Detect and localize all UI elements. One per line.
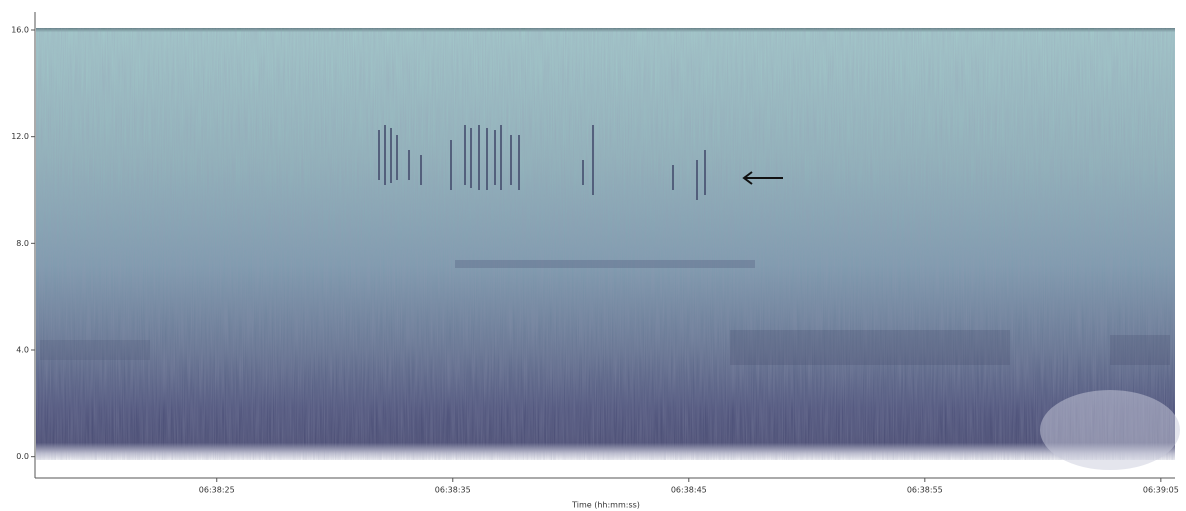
x-tick-label: 06:38:45 xyxy=(671,486,707,495)
x-tick-label: 06:38:55 xyxy=(907,486,943,495)
x-tick-label: 06:38:25 xyxy=(199,486,235,495)
x-axis-label: Time (hh:mm:ss) xyxy=(571,501,640,510)
y-tick-label: 0.0 xyxy=(16,452,29,461)
x-tick-label: 06:39:05 xyxy=(1143,486,1179,495)
x-tick-label: 06:38:35 xyxy=(435,486,471,495)
spectrogram-image xyxy=(36,28,1180,470)
y-tick-label: 4.0 xyxy=(16,346,29,355)
y-tick-label: 16.0 xyxy=(11,26,29,35)
y-tick-label: 12.0 xyxy=(11,132,29,141)
annotation-arrow xyxy=(742,171,783,185)
y-tick-label: 8.0 xyxy=(16,239,29,248)
